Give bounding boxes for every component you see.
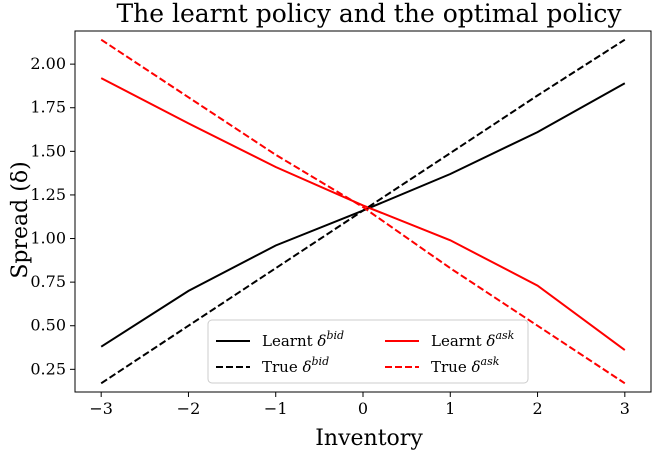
series-line-3 xyxy=(100,38,626,385)
y-axis-label: Spread (δ) xyxy=(8,161,33,278)
series-line-2 xyxy=(100,77,626,351)
legend: Learnt δbid True δbid Learnt δask True δask xyxy=(207,319,529,384)
y-tick-label: 2.00 xyxy=(30,54,66,73)
legend-box xyxy=(207,319,529,384)
x-tick-label: −3 xyxy=(89,399,113,418)
x-tick-label: 0 xyxy=(358,399,368,418)
axes: −3 −2 −1 0 1 2 3 0.25 0.50 0.75 1.00 1.25 1.50 1.75 2.… xyxy=(30,30,652,418)
legend-entry-label: Learnt δbid xyxy=(262,329,344,350)
chart-title: The learnt policy and the optimal policy xyxy=(116,0,622,28)
y-tick-label: 0.75 xyxy=(30,272,66,291)
legend-entry-label: Learnt δask xyxy=(431,329,515,350)
x-axis-label: Inventory xyxy=(315,426,423,451)
y-tick-label: 1.25 xyxy=(30,185,66,204)
x-tick-label: −1 xyxy=(264,399,288,418)
y-tick-label: 0.25 xyxy=(30,359,66,378)
x-tick-label: 1 xyxy=(445,399,455,418)
y-tick-label: 0.50 xyxy=(30,316,66,335)
x-tick-label: 2 xyxy=(532,399,542,418)
legend-entry-label: True δbid xyxy=(262,355,329,376)
series-line-4 xyxy=(100,38,626,385)
x-tick-label: −2 xyxy=(177,399,201,418)
x-tick-label: 3 xyxy=(620,399,630,418)
y-tick-label: 1.00 xyxy=(30,229,66,248)
series-line-1 xyxy=(100,82,626,348)
plot-area xyxy=(100,38,626,385)
y-tick-label: 1.50 xyxy=(30,141,66,160)
legend-entry-label: True δask xyxy=(431,355,500,376)
y-tick-label: 1.75 xyxy=(30,98,66,117)
